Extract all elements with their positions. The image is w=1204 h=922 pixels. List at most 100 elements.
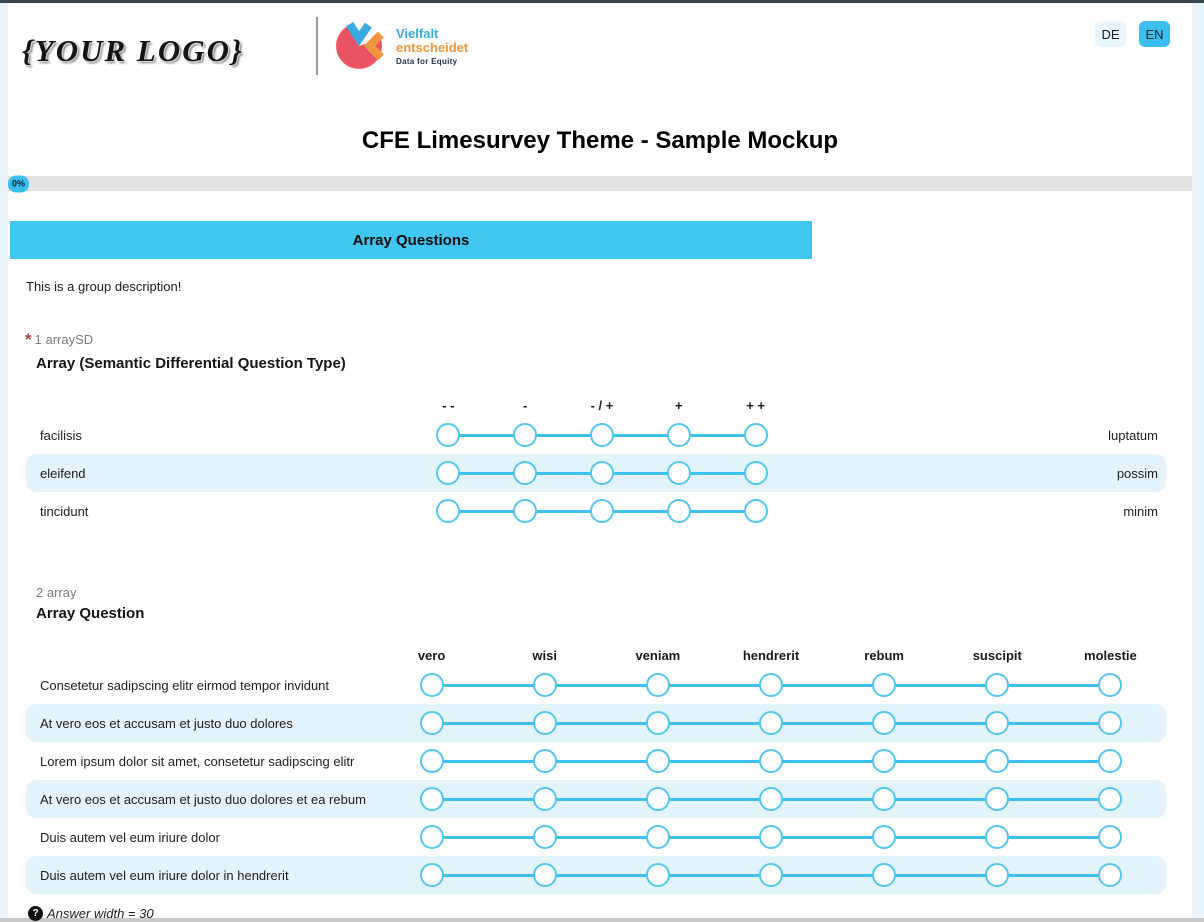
lang-en-button[interactable]: EN xyxy=(1139,21,1170,47)
answer-radio[interactable] xyxy=(532,825,557,849)
answer-radio[interactable] xyxy=(645,863,670,887)
column-header: - - xyxy=(442,397,455,413)
question-code: * 1 arraySD xyxy=(25,330,94,349)
answer-scale xyxy=(375,704,1167,742)
answer-radio[interactable] xyxy=(645,749,670,773)
brand-pie-icon xyxy=(336,21,384,69)
answer-radio[interactable] xyxy=(743,423,768,447)
answer-radio[interactable] xyxy=(743,499,768,523)
answer-radio[interactable] xyxy=(872,825,897,849)
answer-radio[interactable] xyxy=(589,423,614,447)
answer-radio[interactable] xyxy=(1098,749,1123,773)
column-header: + xyxy=(674,397,683,413)
header: {YOUR LOGO} Vielfalt entscheidet Data fo… xyxy=(8,3,1192,101)
answer-radio[interactable] xyxy=(1098,711,1123,735)
answer-radio[interactable] xyxy=(666,499,691,523)
answer-radio[interactable] xyxy=(436,423,461,447)
brand-text: Vielfalt entscheidet Data for Equity xyxy=(396,26,469,66)
answer-cell xyxy=(1054,749,1167,773)
answer-cell xyxy=(717,499,794,523)
answer-radio[interactable] xyxy=(758,749,783,773)
answer-radio[interactable] xyxy=(589,461,614,485)
brand-line2: entscheidet xyxy=(396,39,469,55)
row-label-left: Duis autem vel eum iriure dolor in hendr… xyxy=(40,867,289,883)
answer-cell xyxy=(714,673,827,697)
answer-cell xyxy=(410,423,487,447)
answer-radio[interactable] xyxy=(436,461,461,485)
answer-scale xyxy=(375,666,1167,704)
answer-scale xyxy=(375,780,1167,818)
answer-radio[interactable] xyxy=(872,749,897,773)
answer-radio[interactable] xyxy=(645,711,670,735)
answer-radio[interactable] xyxy=(985,711,1010,735)
answer-radio[interactable] xyxy=(513,499,538,523)
column-header: + + xyxy=(746,397,765,413)
answer-radio[interactable] xyxy=(758,863,783,887)
answer-cell xyxy=(1054,711,1167,735)
answer-radio[interactable] xyxy=(758,711,783,735)
answer-radio[interactable] xyxy=(758,825,783,849)
answer-radio[interactable] xyxy=(985,787,1010,811)
answer-radio[interactable] xyxy=(872,787,897,811)
answer-cell xyxy=(488,825,601,849)
answer-radio[interactable] xyxy=(758,787,783,811)
answer-radio[interactable] xyxy=(532,673,557,697)
answer-cell xyxy=(375,673,488,697)
answer-radio[interactable] xyxy=(419,749,444,773)
answer-radio[interactable] xyxy=(645,825,670,849)
answer-radio[interactable] xyxy=(985,863,1010,887)
answer-table: vero wisi veniam hendrerit rebum suscipit mole… xyxy=(26,644,1166,894)
row-label-left: At vero eos et accusam et justo duo dolo… xyxy=(40,791,366,807)
answer-radio[interactable] xyxy=(1098,787,1123,811)
answer-radio[interactable] xyxy=(589,499,614,523)
answer-cell xyxy=(1054,673,1167,697)
answer-radio[interactable] xyxy=(419,825,444,849)
answer-cell xyxy=(488,673,601,697)
answer-radio[interactable] xyxy=(419,711,444,735)
answer-radio[interactable] xyxy=(985,673,1010,697)
answer-cell xyxy=(487,499,564,523)
answer-radio[interactable] xyxy=(666,423,691,447)
answer-cell xyxy=(828,825,941,849)
answer-radio[interactable] xyxy=(645,787,670,811)
answer-radio[interactable] xyxy=(985,825,1010,849)
column-header: vero xyxy=(417,647,446,663)
answer-scale xyxy=(375,818,1167,856)
row-label-left: tincidunt xyxy=(40,503,89,519)
answer-cell xyxy=(828,749,941,773)
answer-radio[interactable] xyxy=(758,673,783,697)
answer-row: At vero eos et accusam et justo duo dolo… xyxy=(26,704,1166,742)
answer-radio[interactable] xyxy=(1098,825,1123,849)
lang-de-button[interactable]: DE xyxy=(1095,21,1126,47)
answer-radio[interactable] xyxy=(872,673,897,697)
answer-cell xyxy=(714,711,827,735)
answer-radio[interactable] xyxy=(1098,673,1123,697)
answer-radio[interactable] xyxy=(513,423,538,447)
answer-cell xyxy=(941,673,1054,697)
answer-radio[interactable] xyxy=(532,787,557,811)
answer-radio[interactable] xyxy=(743,461,768,485)
answer-radio[interactable] xyxy=(419,863,444,887)
answer-radio[interactable] xyxy=(872,711,897,735)
row-label-left: At vero eos et accusam et justo duo dolo… xyxy=(40,715,293,731)
answer-radio[interactable] xyxy=(532,749,557,773)
answer-cell xyxy=(601,711,714,735)
answer-radio[interactable] xyxy=(872,863,897,887)
answer-radio[interactable] xyxy=(666,461,691,485)
answer-radio[interactable] xyxy=(532,863,557,887)
answer-scale xyxy=(375,742,1167,780)
answer-radio[interactable] xyxy=(645,673,670,697)
column-header: - / + xyxy=(590,397,614,413)
answer-radio[interactable] xyxy=(419,787,444,811)
answer-radio[interactable] xyxy=(532,711,557,735)
answer-radio[interactable] xyxy=(513,461,538,485)
answer-radio[interactable] xyxy=(1098,863,1123,887)
answer-row: tincidunt minim xyxy=(26,492,1166,530)
answer-radio[interactable] xyxy=(985,749,1010,773)
answer-cell xyxy=(714,825,827,849)
answer-cell xyxy=(714,863,827,887)
brand-logo: Vielfalt entscheidet Data for Equity xyxy=(316,17,468,75)
answer-radio[interactable] xyxy=(419,673,444,697)
answer-radio[interactable] xyxy=(436,499,461,523)
answer-cell xyxy=(828,673,941,697)
